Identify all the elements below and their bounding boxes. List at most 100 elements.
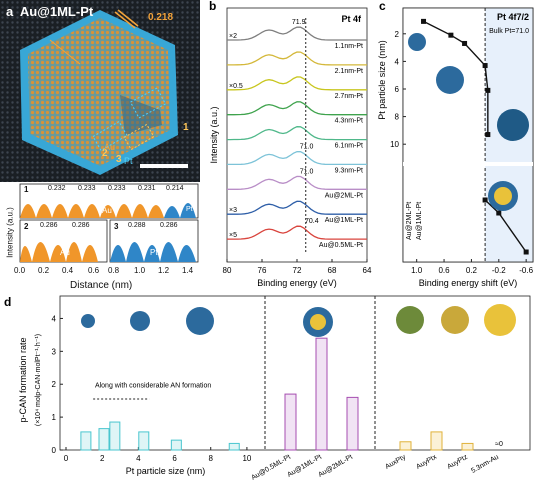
bar xyxy=(315,337,328,451)
data-point xyxy=(523,249,529,255)
data-point xyxy=(496,210,502,216)
series-label: Au@2ML-Pt xyxy=(325,192,363,199)
core-icon xyxy=(494,187,512,205)
x-axis-label: Binding energy shift (eV) xyxy=(419,278,518,288)
alloy-icon xyxy=(441,306,469,334)
category-label: AuxPty xyxy=(384,453,407,470)
profile-row3-index: 3 xyxy=(114,222,119,231)
peak-annotation: 71.9 xyxy=(292,19,306,26)
region-label-3: 3 xyxy=(116,154,122,165)
series-line xyxy=(423,20,489,135)
x-tick-label: -0.6 xyxy=(519,266,533,275)
x-tick-label: 1.0 xyxy=(411,266,423,275)
profile-row1-spacing: 0.232 xyxy=(48,185,66,192)
y-tick-label: 8 xyxy=(395,113,400,122)
category-label: AuyPtx xyxy=(415,453,438,470)
profile-xtick: 1.0 xyxy=(134,266,146,275)
bar xyxy=(98,428,110,451)
x-tick-label: 72 xyxy=(293,266,302,275)
data-point xyxy=(485,87,491,93)
profile-row1-spacing: 0.214 xyxy=(166,185,184,192)
profile-xtick: 1.4 xyxy=(182,266,194,275)
series-label: 2.1nm-Pt xyxy=(335,68,363,75)
profile-row3-spacing: 0.286 xyxy=(160,222,178,229)
x-tick-label: 8 xyxy=(209,454,214,463)
pt-region-label: Pt xyxy=(124,156,133,166)
series-line xyxy=(227,101,367,116)
bulk-note: Bulk Pt=71.0 xyxy=(489,28,529,35)
series-line xyxy=(227,51,367,66)
peak-annotation: 71.0 xyxy=(300,143,314,150)
profile-row1-pt: Pt xyxy=(186,206,193,213)
lattice-spacing-label: 0.218 xyxy=(148,12,174,23)
bar xyxy=(461,442,474,451)
panel-a-image: a Au@1ML-Pt 0.218 1 2 3 Au Pt xyxy=(0,0,200,182)
profile-xlabel: Distance (nm) xyxy=(70,280,133,291)
category-label: Au@2ML-Pt xyxy=(406,202,413,240)
y-tick-label: 4 xyxy=(395,57,400,66)
y-tick-label: 1 xyxy=(52,413,57,422)
bar xyxy=(228,442,240,451)
series-line xyxy=(227,175,367,190)
data-point xyxy=(482,197,488,203)
x-tick-label: 76 xyxy=(258,266,267,275)
series-label: Au@1ML-Pt xyxy=(325,217,363,224)
profile-row2-index: 2 xyxy=(24,222,29,231)
gold-icon xyxy=(484,304,516,336)
category-label: Au@1ML-Pt xyxy=(416,202,423,240)
y-tick-label: 3 xyxy=(52,347,57,356)
particle-icon xyxy=(436,66,464,94)
scale-label: ×2 xyxy=(229,33,237,40)
x-tick-label: 10 xyxy=(242,454,251,463)
profile-row3-spacing: 0.288 xyxy=(128,222,146,229)
data-point xyxy=(485,132,491,138)
profile-xtick: 1.2 xyxy=(158,266,170,275)
category-label: Au@1ML-Pt xyxy=(286,454,323,479)
peak-annotation: 70.4 xyxy=(305,218,319,225)
panel-letter: b xyxy=(209,0,216,13)
bar xyxy=(346,396,359,451)
panel-letter: c xyxy=(379,0,386,13)
profile-xtick: 0.6 xyxy=(88,266,100,275)
region-label-1: 1 xyxy=(183,122,189,133)
plot-frame-outline xyxy=(402,7,534,263)
series-line xyxy=(227,225,367,240)
particle-icon xyxy=(81,314,95,328)
profile-row1-spacing: 0.233 xyxy=(78,185,96,192)
profile-row1-au: Au xyxy=(102,206,112,215)
bar xyxy=(80,431,92,451)
x-tick-label: 4 xyxy=(136,454,141,463)
series-label: 6.1nm-Pt xyxy=(335,143,363,150)
particle-icon xyxy=(130,311,150,331)
profile-row2-au: Au xyxy=(60,248,70,257)
chart-title: Pt 4f xyxy=(341,14,362,24)
y-axis-label: Pt particle size (nm) xyxy=(377,40,387,120)
chart-d-rate: d 0 1 2 3 4 p-CAN formation rate (×10⁴ molp-CAN… xyxy=(4,295,531,482)
x-tick-label: 2 xyxy=(100,454,105,463)
x-tick-label: 64 xyxy=(363,266,372,275)
chart-b-xps: 80 76 72 68 64 Binding energy (eV) Intensity (… xyxy=(209,0,372,288)
x-tick-label: 0.6 xyxy=(438,266,450,275)
sample-title: Au@1ML-Pt xyxy=(19,4,94,19)
data-point xyxy=(448,32,454,38)
x-tick-label: 0 xyxy=(64,454,69,463)
bar xyxy=(109,421,121,451)
x-axis-label: Binding energy (eV) xyxy=(257,278,337,288)
series-label: 4.3nm-Pt xyxy=(335,118,363,125)
profile-row1-spacing: 0.231 xyxy=(138,185,156,192)
x-tick-label: -0.2 xyxy=(492,266,506,275)
x-tick-label: 80 xyxy=(223,266,232,275)
x-tick-label: 68 xyxy=(328,266,337,275)
y-axis-unit: (×10⁴ molp-CAN·molPt⁻¹·h⁻¹) xyxy=(35,334,42,426)
y-tick-label: 4 xyxy=(52,314,57,323)
peak-annotation: 71.0 xyxy=(300,168,314,175)
stem-image xyxy=(0,0,200,182)
x-tick-label: 0.2 xyxy=(466,266,478,275)
bar xyxy=(170,439,182,451)
region-label-2: 2 xyxy=(102,148,108,159)
y-axis-label: Intensity (a.u.) xyxy=(209,106,219,163)
profile-row2-spacing: 0.286 xyxy=(72,222,90,229)
category-label: Au@2ML-Pt xyxy=(317,454,354,479)
profile-xtick: 0.4 xyxy=(62,266,74,275)
